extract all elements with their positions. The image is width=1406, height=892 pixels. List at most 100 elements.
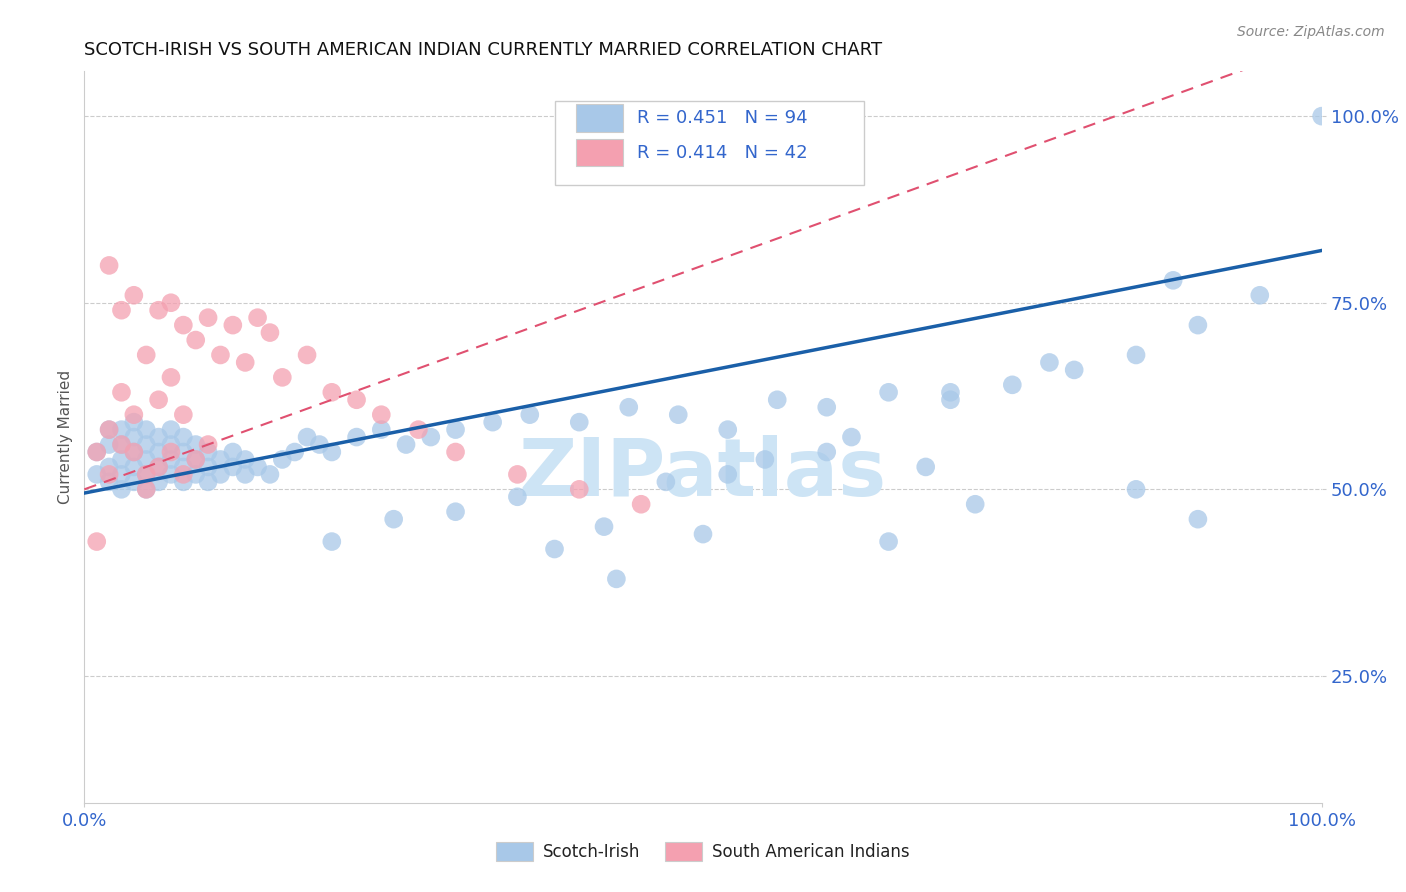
Point <box>444 445 467 459</box>
Point <box>914 459 936 474</box>
Point <box>1125 348 1147 362</box>
Y-axis label: Currently Married: Currently Married <box>58 370 73 504</box>
Point <box>506 490 529 504</box>
Point <box>1038 355 1060 369</box>
Point <box>939 392 962 407</box>
Point <box>209 348 232 362</box>
Point <box>135 348 157 362</box>
Point <box>877 385 900 400</box>
Point <box>172 459 194 474</box>
Point <box>172 408 194 422</box>
Point <box>110 385 132 400</box>
Point <box>271 370 294 384</box>
Point <box>172 445 194 459</box>
Point <box>841 430 863 444</box>
Point <box>197 310 219 325</box>
Point <box>321 534 343 549</box>
Point <box>246 310 269 325</box>
Point <box>110 483 132 497</box>
Point <box>172 467 194 482</box>
Point <box>110 423 132 437</box>
Point <box>568 415 591 429</box>
Point <box>1063 363 1085 377</box>
Point <box>1187 318 1209 332</box>
Point <box>222 318 245 332</box>
Point <box>295 430 318 444</box>
Point <box>321 445 343 459</box>
Point <box>617 401 640 415</box>
Point <box>86 534 108 549</box>
Point <box>246 459 269 474</box>
Point <box>444 505 467 519</box>
Point <box>98 467 121 482</box>
Point <box>222 459 245 474</box>
Point <box>148 475 170 489</box>
Point <box>172 475 194 489</box>
Point <box>184 437 207 451</box>
Text: SCOTCH-IRISH VS SOUTH AMERICAN INDIAN CURRENTLY MARRIED CORRELATION CHART: SCOTCH-IRISH VS SOUTH AMERICAN INDIAN CU… <box>84 41 883 59</box>
Point <box>543 542 565 557</box>
Point <box>148 303 170 318</box>
Point <box>346 430 368 444</box>
Point <box>98 475 121 489</box>
Point <box>110 437 132 451</box>
Point <box>98 437 121 451</box>
Point <box>122 475 145 489</box>
Point <box>259 326 281 340</box>
Point <box>568 483 591 497</box>
Point <box>655 475 678 489</box>
Point <box>98 259 121 273</box>
Point <box>308 437 330 451</box>
Point <box>717 423 740 437</box>
Point <box>717 467 740 482</box>
Point <box>122 415 145 429</box>
Point <box>172 430 194 444</box>
Point <box>321 385 343 400</box>
Point <box>160 295 183 310</box>
Text: Source: ZipAtlas.com: Source: ZipAtlas.com <box>1237 25 1385 39</box>
Point <box>122 445 145 459</box>
Point <box>197 437 219 451</box>
Point <box>408 423 430 437</box>
Point <box>110 467 132 482</box>
Point <box>148 430 170 444</box>
Point <box>666 408 689 422</box>
Point <box>135 452 157 467</box>
Point <box>135 467 157 482</box>
Point <box>160 452 183 467</box>
Point <box>1310 109 1333 123</box>
FancyBboxPatch shape <box>575 138 623 167</box>
Point <box>370 408 392 422</box>
Point <box>939 385 962 400</box>
Point <box>135 437 157 451</box>
Point <box>1187 512 1209 526</box>
Point <box>593 519 616 533</box>
Point <box>222 445 245 459</box>
Point <box>1125 483 1147 497</box>
Point <box>766 392 789 407</box>
Point <box>395 437 418 451</box>
Point <box>295 348 318 362</box>
Point <box>877 534 900 549</box>
Point <box>370 423 392 437</box>
Point <box>148 459 170 474</box>
Point <box>122 408 145 422</box>
Point <box>160 445 183 459</box>
Point <box>110 437 132 451</box>
Point <box>754 452 776 467</box>
Point <box>184 452 207 467</box>
Point <box>160 370 183 384</box>
Point <box>1161 273 1184 287</box>
Point <box>209 452 232 467</box>
Point <box>135 423 157 437</box>
Point <box>86 445 108 459</box>
Point <box>233 467 256 482</box>
Point <box>481 415 503 429</box>
Point <box>815 401 838 415</box>
Point <box>110 452 132 467</box>
Point <box>110 303 132 318</box>
Point <box>184 333 207 347</box>
Point <box>233 452 256 467</box>
Point <box>148 445 170 459</box>
Point <box>965 497 987 511</box>
